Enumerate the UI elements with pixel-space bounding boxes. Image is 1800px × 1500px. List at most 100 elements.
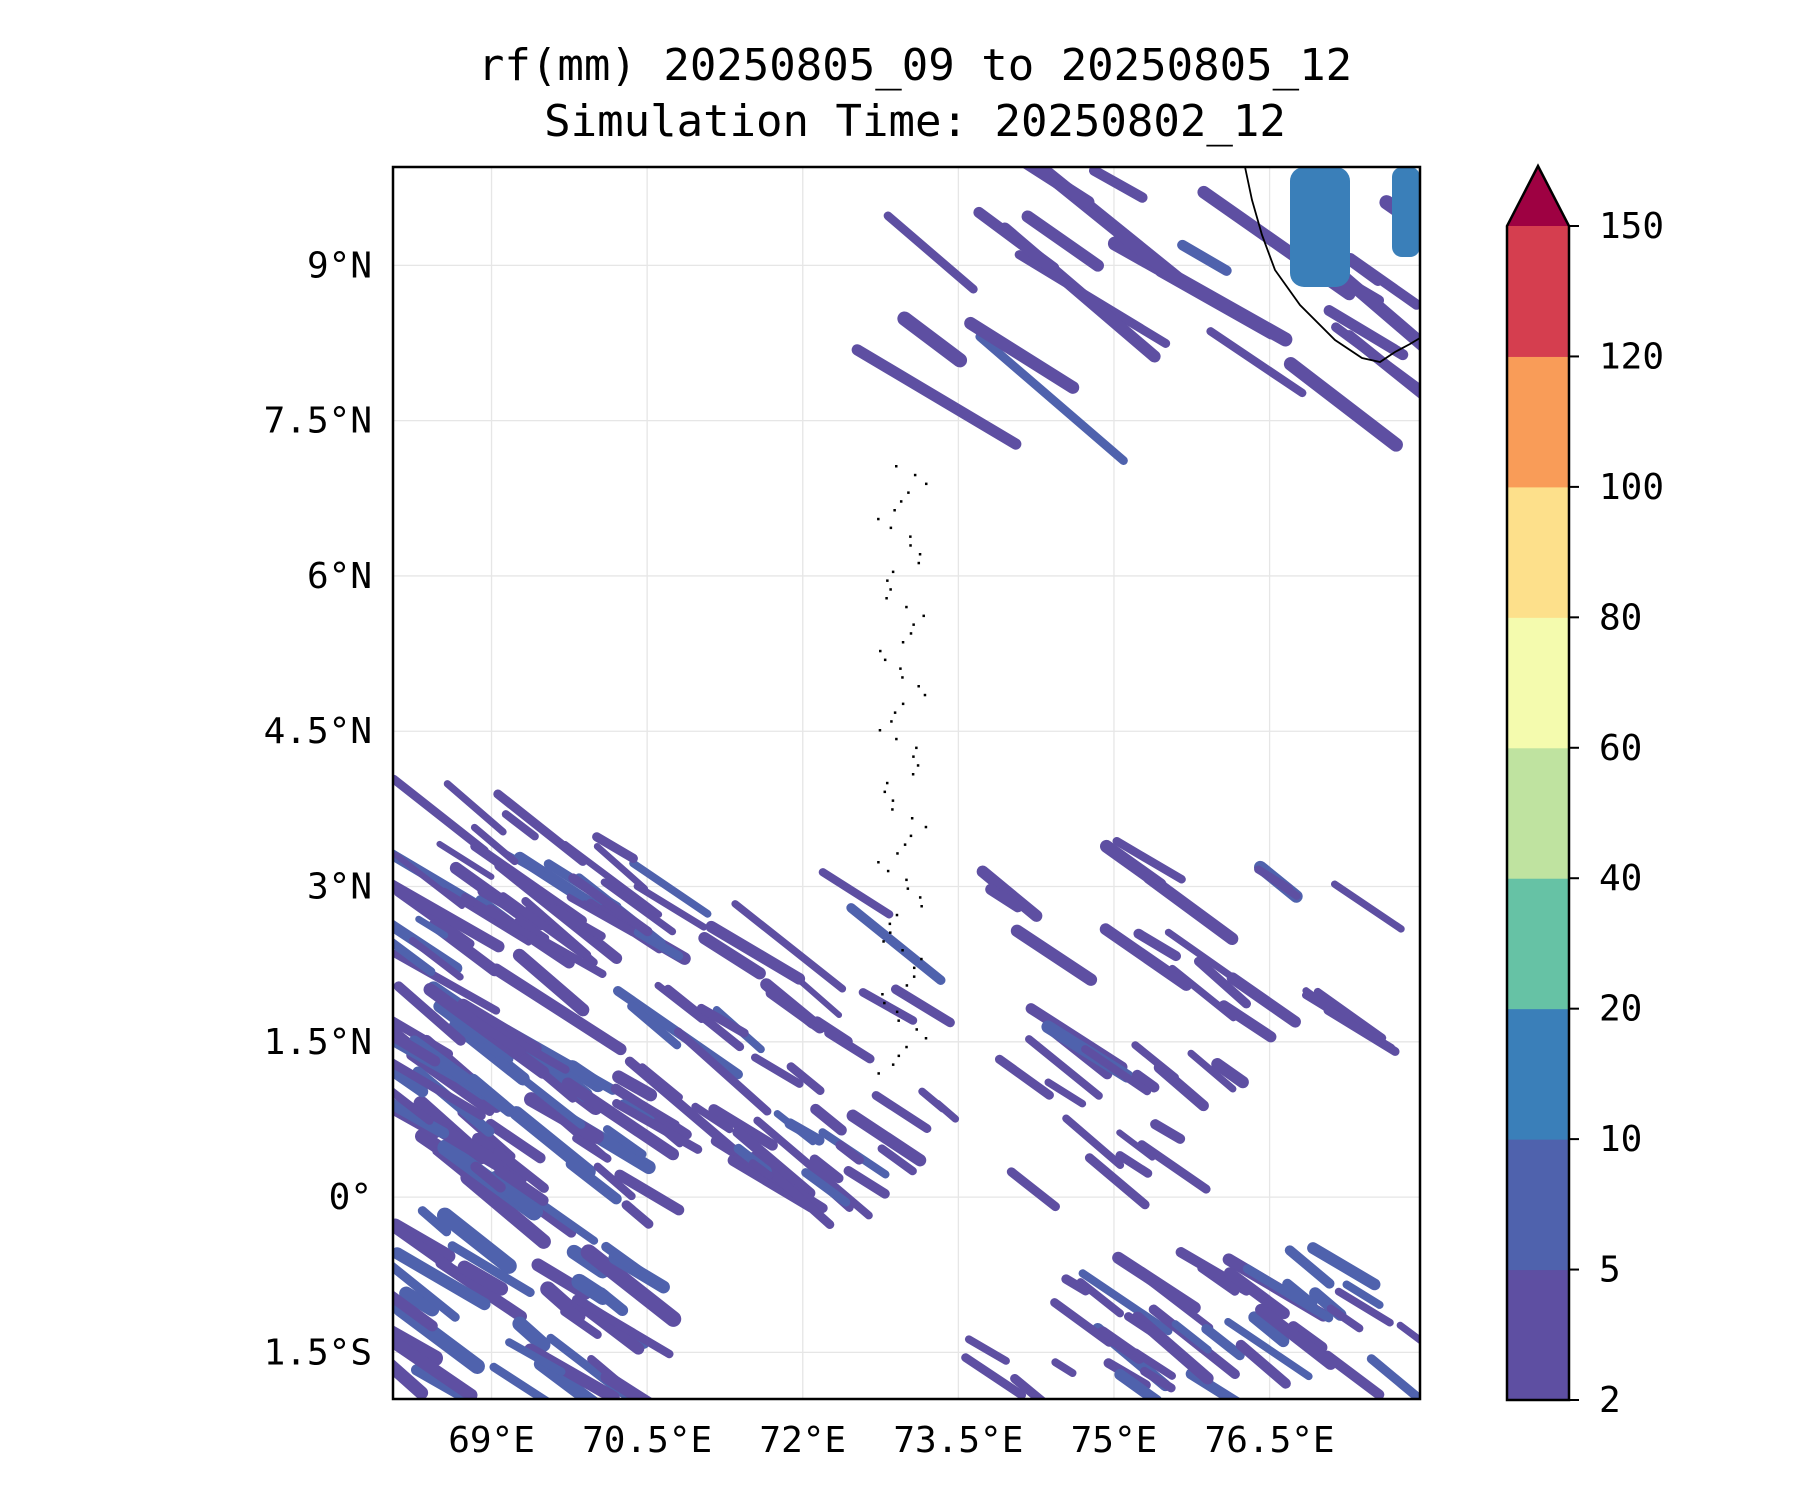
colorbar-segment bbox=[1507, 878, 1569, 1010]
colorbar-label: 150 bbox=[1599, 206, 1664, 247]
atoll-dot bbox=[883, 1001, 886, 1005]
rain-streak bbox=[1061, 1274, 1091, 1296]
rain-streak bbox=[470, 1016, 526, 1057]
rain-streak bbox=[393, 1098, 450, 1139]
rain-streak bbox=[998, 222, 1161, 363]
atoll-dot bbox=[920, 905, 923, 908]
colorbar-label: 20 bbox=[1599, 989, 1642, 1030]
atoll-dot bbox=[897, 1054, 901, 1058]
rain-streak bbox=[1396, 1321, 1420, 1345]
rain-streak bbox=[566, 892, 638, 937]
colorbar-label: 80 bbox=[1599, 597, 1642, 638]
atoll-dot bbox=[879, 649, 882, 653]
rain-streak bbox=[393, 1015, 454, 1059]
rain-streak bbox=[499, 892, 587, 958]
atoll-dot bbox=[889, 931, 892, 934]
colorbar-segment bbox=[1507, 486, 1569, 618]
rain-streak bbox=[624, 1056, 740, 1156]
rain-streak bbox=[571, 1273, 611, 1305]
rain-streak bbox=[470, 1161, 506, 1193]
atoll-dot bbox=[905, 984, 909, 987]
rain-streak bbox=[433, 1000, 488, 1045]
rain-streak bbox=[627, 1002, 682, 1050]
rain-streak bbox=[1255, 1303, 1337, 1370]
rain-streak bbox=[602, 1125, 647, 1159]
atoll-dot bbox=[901, 676, 904, 679]
rain-streak bbox=[1131, 1069, 1160, 1093]
rain-streak bbox=[835, 1140, 864, 1165]
rain-streak bbox=[393, 1290, 438, 1332]
rain-streak bbox=[443, 780, 507, 836]
rain-streak bbox=[600, 878, 677, 936]
rainfall-field bbox=[393, 167, 1420, 1399]
rain-streak bbox=[417, 1206, 452, 1237]
colorbar-segment bbox=[1507, 356, 1569, 488]
atoll-dot bbox=[890, 720, 893, 723]
rain-streak bbox=[548, 903, 606, 941]
rain-streak bbox=[843, 1166, 890, 1199]
colorbar-segment bbox=[1507, 226, 1569, 357]
rain-streak bbox=[436, 1207, 517, 1274]
atoll-dot bbox=[886, 869, 890, 873]
lat-tick-label: 4.5°N bbox=[264, 711, 372, 752]
rain-patch bbox=[1392, 167, 1420, 257]
rain-streak bbox=[1187, 1049, 1237, 1093]
atoll-dot bbox=[901, 702, 905, 706]
rain-streak bbox=[1242, 1264, 1334, 1323]
atoll-dot bbox=[893, 711, 897, 714]
colorbar-label: 40 bbox=[1599, 858, 1642, 899]
rain-streak bbox=[393, 851, 465, 910]
atoll-dot bbox=[886, 579, 889, 582]
rain-streak bbox=[708, 1104, 778, 1151]
lon-tick-label: 70.5°E bbox=[582, 1420, 712, 1461]
rain-streak bbox=[524, 1092, 604, 1144]
rain-streak bbox=[415, 915, 449, 939]
rain-streak bbox=[489, 1362, 552, 1399]
rain-streak bbox=[705, 920, 806, 985]
rain-streak bbox=[964, 316, 1080, 394]
rain-streak bbox=[600, 1370, 654, 1399]
colorbar-label: 60 bbox=[1599, 728, 1642, 769]
rain-streak bbox=[512, 1316, 551, 1352]
atoll-dot bbox=[883, 790, 887, 794]
rain-streak bbox=[1226, 972, 1301, 1028]
atoll-dot bbox=[895, 465, 898, 468]
atoll-dot bbox=[912, 623, 915, 626]
colorbar-frame bbox=[1505, 163, 1571, 1402]
atoll-dot bbox=[883, 658, 887, 662]
rain-streak bbox=[435, 1256, 527, 1323]
atoll-dot bbox=[895, 913, 899, 917]
longitude-tick-labels: 69°E 70.5°E 72°E 73.5°E 75°E 76.5°E bbox=[448, 1420, 1334, 1461]
rain-streak bbox=[601, 1241, 664, 1290]
rain-streak bbox=[1062, 1114, 1125, 1169]
rain-streak bbox=[731, 900, 847, 993]
rain-streak bbox=[1140, 1366, 1176, 1393]
rain-streak bbox=[572, 1294, 674, 1359]
rain-streak bbox=[1116, 1129, 1156, 1161]
lon-tick-label: 72°E bbox=[759, 1420, 846, 1461]
rain-streak bbox=[890, 984, 955, 1028]
rain-streak bbox=[639, 1100, 680, 1128]
colorbar-label: 120 bbox=[1599, 336, 1664, 377]
rain-streak bbox=[514, 916, 550, 942]
rain-streak bbox=[393, 879, 505, 953]
rain-streak bbox=[621, 1200, 654, 1229]
rain-streak bbox=[476, 1035, 514, 1065]
rain-streak bbox=[1330, 880, 1405, 933]
atoll-dot bbox=[877, 861, 880, 864]
rain-streak bbox=[393, 1358, 429, 1399]
rain-streak bbox=[801, 1168, 851, 1207]
rain-streak bbox=[393, 1087, 434, 1125]
rain-streak bbox=[393, 774, 489, 855]
atoll-dot bbox=[891, 1063, 895, 1066]
atoll-dot bbox=[907, 491, 910, 494]
rain-streak bbox=[505, 1338, 566, 1376]
rain-streak bbox=[1284, 1245, 1335, 1289]
rain-streak bbox=[858, 988, 918, 1025]
rain-streak bbox=[786, 1062, 825, 1095]
rain-streak bbox=[1283, 357, 1403, 452]
rain-streak bbox=[871, 1091, 932, 1134]
atoll-dot bbox=[913, 473, 917, 477]
rain-streak bbox=[393, 981, 466, 1046]
colorbar-segment bbox=[1507, 617, 1569, 749]
